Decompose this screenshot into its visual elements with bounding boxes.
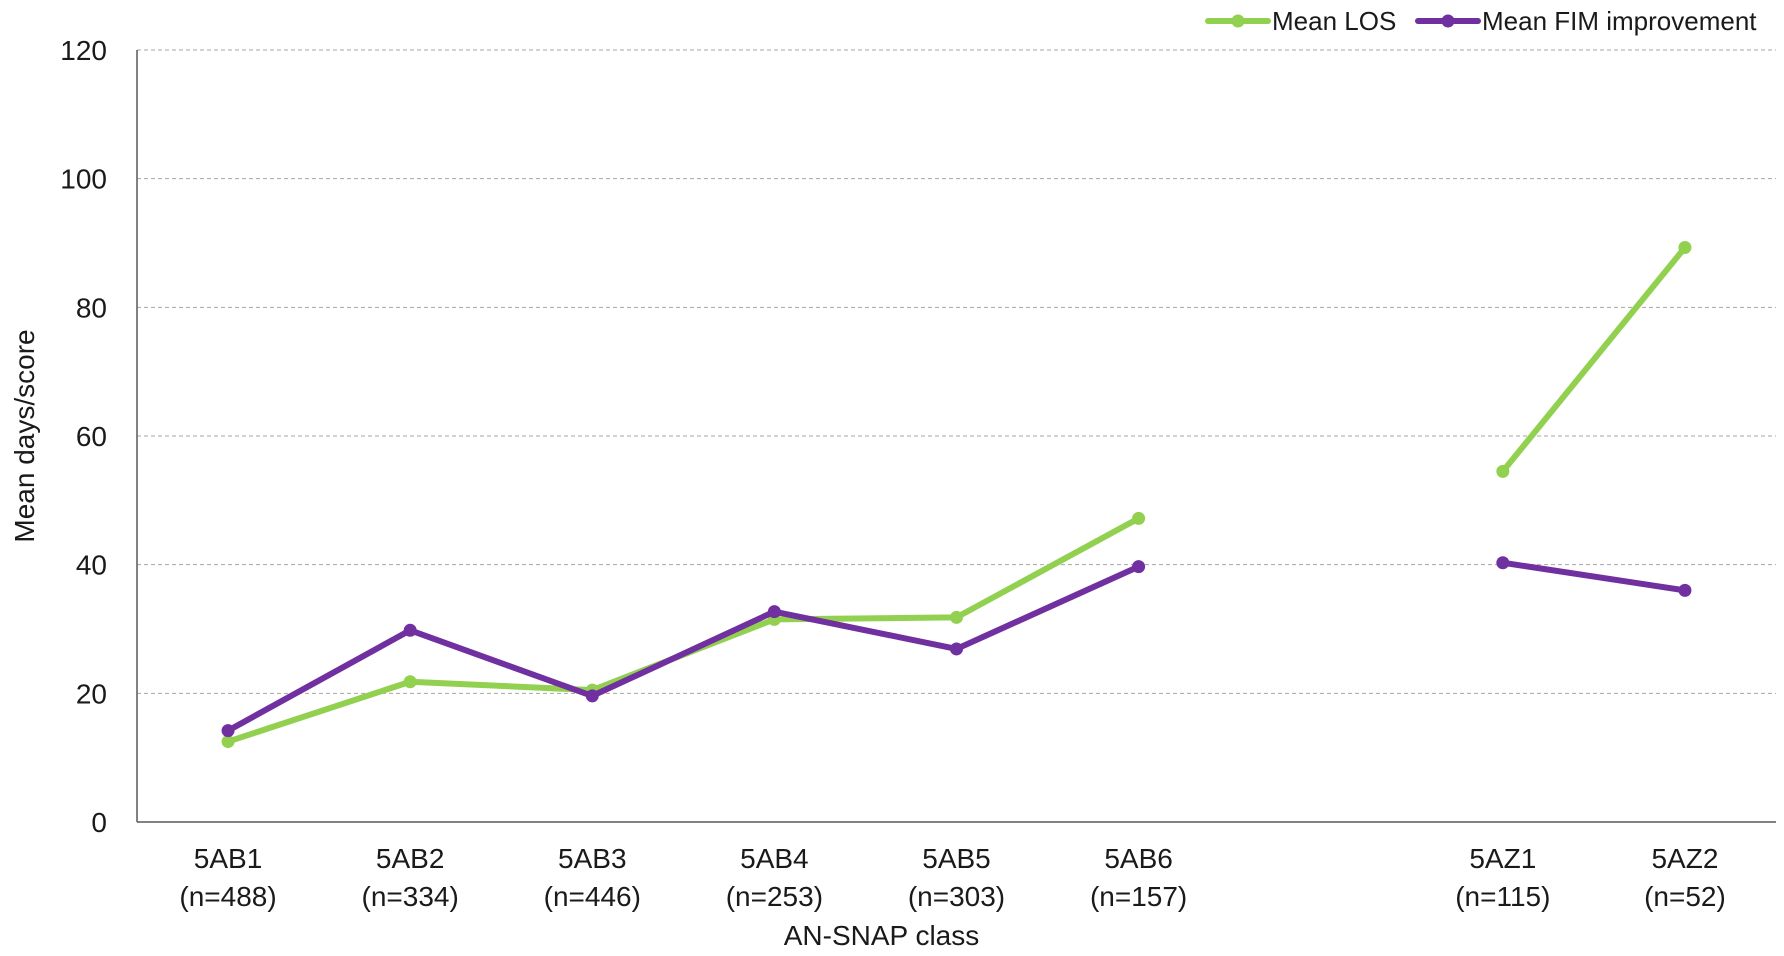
x-tick-count: (n=334) [362,881,459,912]
x-tick-count: (n=52) [1644,881,1726,912]
x-tick-label: 5AB5 [922,843,991,874]
x-tick-count: (n=446) [544,881,641,912]
series-1 [221,556,1692,738]
axes [136,50,1776,823]
series-line [1499,559,1688,594]
y-tick-label: 120 [60,35,107,66]
legend-marker [1231,14,1245,28]
y-tick-label: 20 [76,678,107,709]
series-line [1499,244,1688,475]
legend-item: Mean FIM improvement [1415,6,1757,36]
data-point [1678,583,1692,597]
x-axis-title: AN-SNAP class [784,920,980,951]
x-tick-label: 5AB2 [376,843,445,874]
data-point [1678,241,1692,255]
data-point [221,724,235,738]
data-point [1496,556,1510,570]
series [221,241,1692,749]
x-tick-count: (n=488) [179,881,276,912]
data-point [950,642,963,656]
x-tick-label: 5AZ1 [1469,843,1536,874]
series-0 [221,241,1692,749]
data-point [585,689,599,703]
data-point [767,605,781,619]
x-tick-count: (n=253) [726,881,823,912]
data-point [1496,464,1510,478]
data-point [950,610,963,624]
data-point [1132,560,1146,574]
x-tick-count: (n=303) [908,881,1005,912]
y-tick-label: 80 [76,292,107,323]
data-point [403,623,417,637]
legend: Mean LOS Mean FIM improvement [1205,6,1757,36]
x-tick-label: 5AB3 [558,843,627,874]
y-tick-label: 60 [76,421,107,452]
y-tick-label: 0 [91,807,107,838]
x-tick-labels: 5AB1 (n=488) 5AB2 (n=334) 5AB3 (n=446) 5AB4 (n=… [179,843,1725,912]
y-tick-label: 100 [60,164,107,195]
legend-label: Mean LOS [1272,6,1396,36]
x-tick-label: 5AB4 [740,843,809,874]
x-tick-count: (n=157) [1090,881,1187,912]
data-point [403,675,417,689]
legend-label: Mean FIM improvement [1482,6,1757,36]
data-point [1132,511,1146,525]
legend-item: Mean LOS [1205,6,1396,36]
y-tick-label: 40 [76,550,107,581]
x-tick-label: 5AZ2 [1651,843,1718,874]
x-tick-label: 5AB6 [1104,843,1173,874]
legend-marker [1441,14,1455,28]
data-point [221,735,235,749]
gridlines [137,49,1776,694]
y-axis-title: Mean days/score [9,329,40,542]
x-tick-count: (n=115) [1455,881,1550,912]
x-tick-label: 5AB1 [194,843,263,874]
series-line [225,563,1142,734]
y-tick-labels: 0 20 40 60 80 100 120 [60,35,107,838]
